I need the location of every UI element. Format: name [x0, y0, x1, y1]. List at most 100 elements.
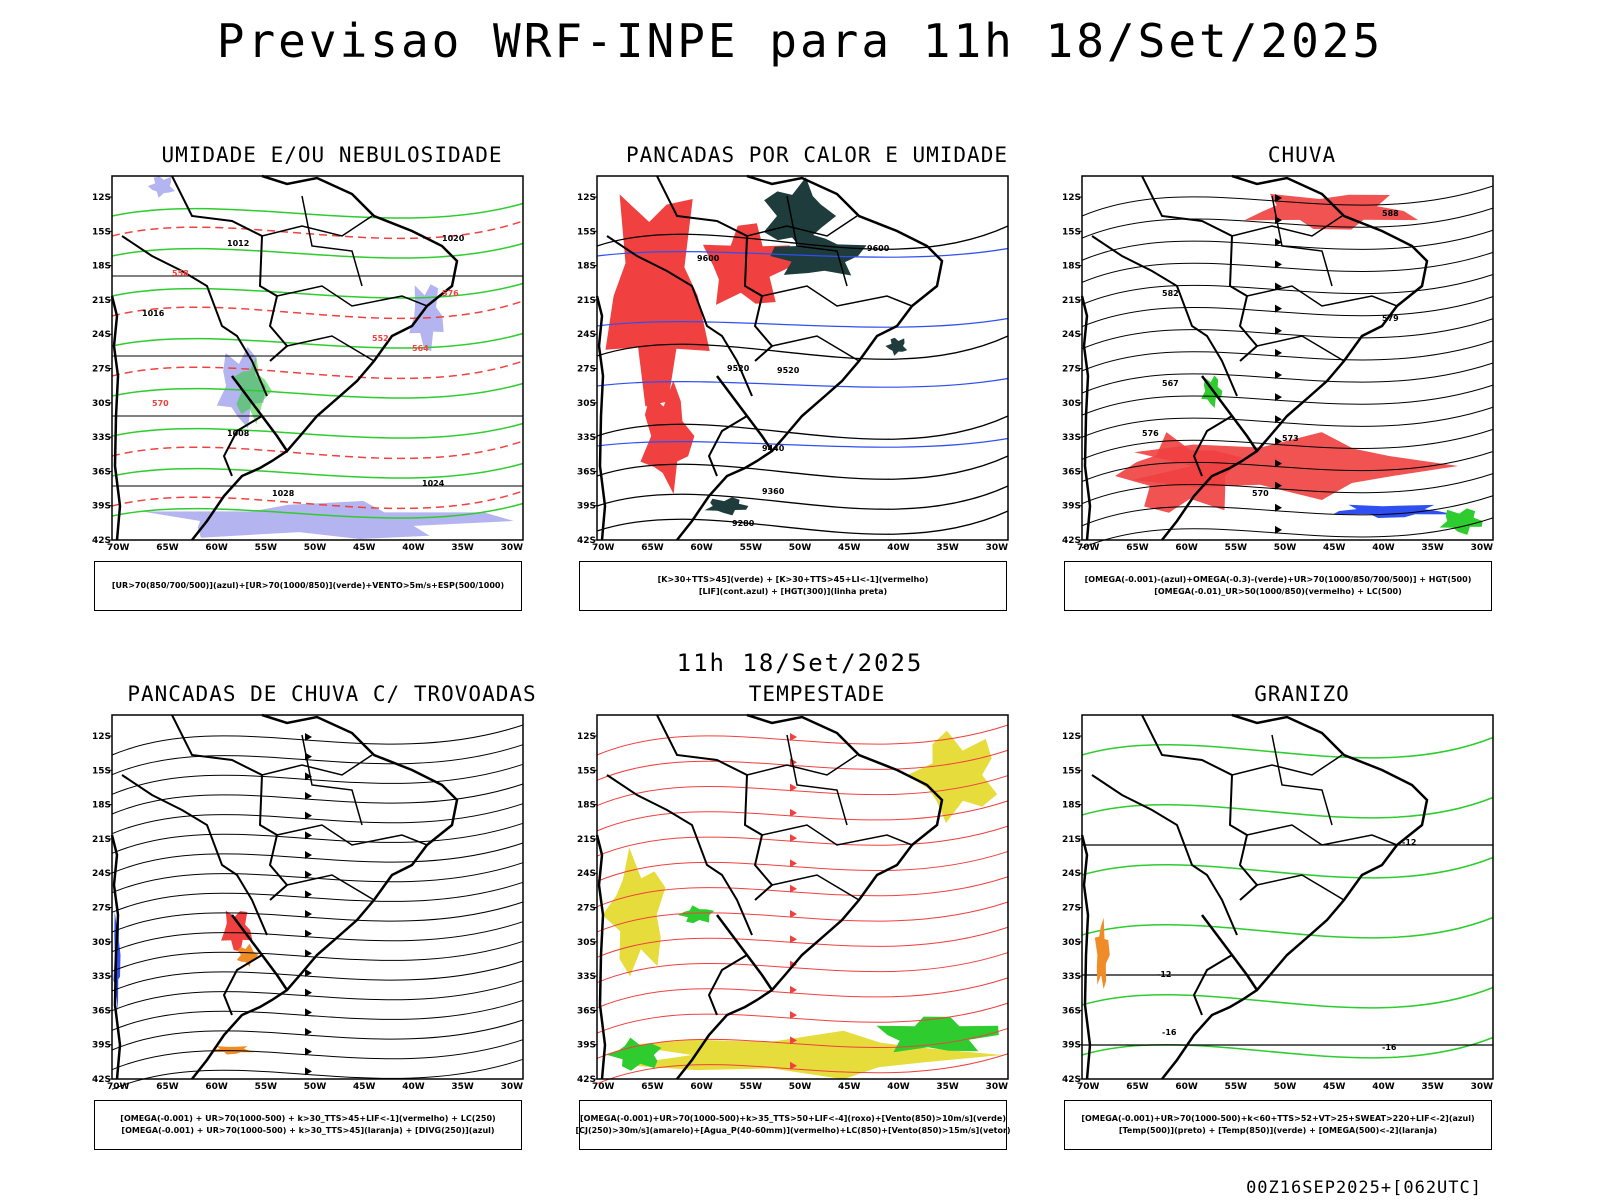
border-rio-de-la-plata [1192, 954, 1233, 1016]
lat-label: 12S [577, 732, 596, 742]
lat-label: 12S [92, 732, 111, 742]
contour-label: 588 [1382, 209, 1399, 218]
lat-label: 12S [92, 193, 111, 203]
contour-label: 1016 [142, 309, 165, 318]
lat-label: 15S [577, 766, 596, 776]
lon-label: 65W [156, 543, 179, 553]
lat-label: 30S [92, 399, 111, 409]
lon-label: 65W [1126, 543, 1149, 553]
main-title: Previsao WRF-INPE para 11h 18/Set/2025 [216, 14, 1384, 68]
lon-label: 65W [641, 1082, 664, 1092]
lon-label: 55W [255, 543, 278, 553]
instability-area-teal [885, 337, 908, 356]
legend-line-2: [OMEGA(-0.01)_UR>50(1000/850)(vermelho) … [1154, 587, 1402, 596]
legend-line-1: [OMEGA(-0.001)+UR>70(1000-500)+k>35_TTS>… [580, 1114, 1006, 1123]
contour-label: 9520 [727, 364, 750, 373]
panel-granizo: GRANIZO 12S 15S 18S 21S 24S 27S 30S 33S 36S 39S 42… [1062, 682, 1542, 1162]
arrowhead [305, 1067, 312, 1076]
contour-label: 9520 [777, 366, 800, 375]
arrowhead [790, 808, 797, 817]
border-rio-de-la-plata [707, 954, 748, 1016]
legend-line-1: [UR>70(850/700/500)](azul)+[UR>70(1000/8… [111, 581, 505, 590]
humidity-contour-green [111, 242, 524, 259]
lon-label: 60W [1175, 543, 1198, 553]
lon-label: 35W [936, 1082, 959, 1092]
lat-label: 24S [1062, 330, 1081, 340]
lat-label: 15S [92, 766, 111, 776]
arrowhead [305, 969, 312, 977]
lat-label: 24S [1062, 869, 1081, 879]
contour-label: 567 [1162, 379, 1179, 388]
coastline-atlantic [676, 713, 944, 1080]
contour-label: 552 [372, 334, 389, 343]
coastline-pacific [595, 295, 607, 541]
lat-label: 33S [1062, 433, 1081, 443]
lif-contour-blue [596, 377, 1009, 388]
lif-contour-blue [596, 247, 1009, 258]
contour-label: -16 [1382, 1043, 1397, 1052]
map-frame [111, 714, 524, 1080]
hgt300-contour [596, 225, 1009, 250]
lon-label: 60W [1175, 1082, 1198, 1092]
state-border [771, 335, 860, 362]
lat-label: 42S [92, 536, 111, 546]
rain-area-red [1244, 193, 1419, 230]
arrowhead [305, 733, 312, 741]
state-border [276, 285, 428, 307]
lat-label: 18S [1062, 262, 1081, 272]
lat-label: 21S [92, 835, 111, 845]
arrowhead [1275, 503, 1282, 512]
arrowhead [1275, 481, 1282, 490]
lat-label: 30S [577, 399, 596, 409]
contour-label: 1008 [227, 429, 250, 438]
lat-label: 18S [92, 801, 111, 811]
map-frame [596, 175, 1009, 541]
border-bolivia-argentina [606, 774, 753, 936]
lat-label: 42S [1062, 536, 1081, 546]
panel-title: TEMPESTADE [748, 682, 886, 706]
wind850-area-green [876, 1016, 999, 1053]
lat-label: 18S [577, 262, 596, 272]
lon-label: 45W [838, 1082, 861, 1092]
legend-line-2: [CJ(250)>30m/s](amarelo)+[Agua_P(40-60mm… [575, 1126, 1011, 1135]
humidity-contour-green [111, 282, 524, 299]
instability-area-teal [770, 232, 867, 276]
streamline [111, 822, 524, 854]
legend-line-1: [OMEGA(-0.001)+UR>70(1000-500)+k<60+TTS>… [1081, 1114, 1475, 1123]
lat-label: 30S [1062, 399, 1081, 409]
streamline [111, 980, 524, 1012]
lat-label: 21S [92, 296, 111, 306]
lat-label: 42S [1062, 1075, 1081, 1085]
map-frame [111, 175, 524, 541]
coastline-atlantic [1161, 713, 1429, 1080]
border-uruguay [716, 375, 774, 452]
legend-line-1: [OMEGA(-0.001) + UR>70(1000-500) + k>30_… [120, 1114, 496, 1123]
arrowhead [1275, 459, 1282, 468]
lon-label: 65W [641, 543, 664, 553]
lon-label: 35W [1421, 1082, 1444, 1092]
legend-line-2: [Temp(500)](preto) + [Temp(850)](verde) … [1118, 1126, 1438, 1135]
contour-label: 576 [1142, 429, 1159, 438]
lat-label: 36S [577, 467, 596, 477]
humidity-area-blue [142, 501, 514, 539]
contour-label: 573 [1282, 434, 1299, 443]
panel-legend: [OMEGA(-0.001)+UR>70(1000-500)+k<60+TTS>… [1064, 1100, 1492, 1150]
contour-label: 558 [172, 269, 189, 278]
state-border [746, 754, 858, 776]
panel-title: PANCADAS DE CHUVA C/ TROVOADAS [127, 682, 537, 706]
lat-label: 33S [92, 433, 111, 443]
lat-label: 36S [1062, 1006, 1081, 1016]
humidity-contour-green [111, 462, 524, 479]
contour-label: 9600 [867, 244, 890, 253]
streamline [1081, 362, 1494, 394]
lat-label: 27S [577, 365, 596, 375]
lat-label: 12S [1062, 193, 1081, 203]
streamline [111, 803, 524, 835]
state-border [1256, 874, 1345, 901]
temp850-contour-green [1081, 916, 1494, 939]
lon-label: 65W [156, 1082, 179, 1092]
lat-label: 15S [92, 227, 111, 237]
